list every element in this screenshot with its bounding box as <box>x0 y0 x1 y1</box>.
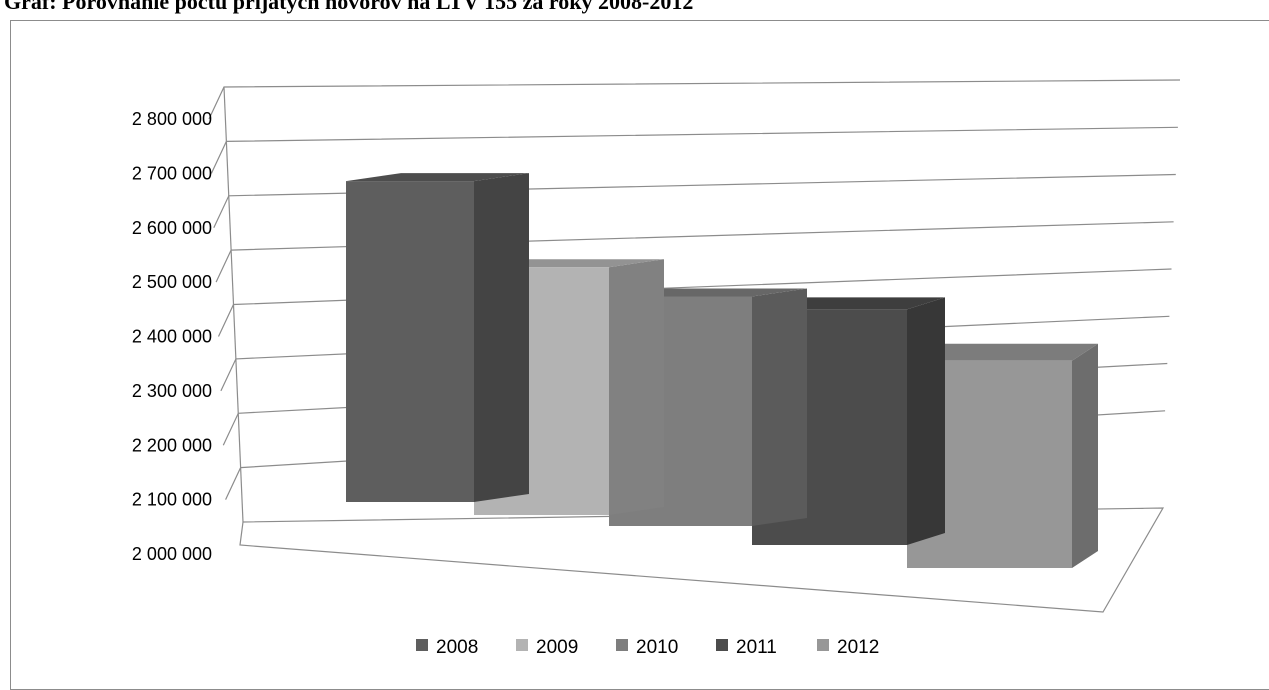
bar-side-2011 <box>907 297 945 545</box>
y-tick-label: 2 500 000 <box>132 272 212 292</box>
legend-label-2010: 2010 <box>636 637 678 658</box>
y-tick-label: 2 100 000 <box>132 490 212 510</box>
y-tick-label: 2 000 000 <box>132 544 212 564</box>
gridline <box>215 221 1174 283</box>
legend-swatch-2009 <box>516 639 528 651</box>
legend-label-2008: 2008 <box>436 637 478 658</box>
legend-label-2011: 2011 <box>736 637 777 658</box>
bar-side-2008 <box>474 173 529 502</box>
bar-2008 <box>346 181 474 502</box>
bar-side-2009 <box>609 259 664 515</box>
legend-swatch-2008 <box>416 639 428 651</box>
legend-label-2012: 2012 <box>837 637 879 658</box>
gridline <box>210 126 1178 174</box>
y-tick-label: 2 600 000 <box>132 218 212 238</box>
gridline <box>208 79 1181 120</box>
y-tick-label: 2 300 000 <box>132 381 212 401</box>
legend-swatch-2011 <box>716 639 728 651</box>
page-title: Graf: Porovnanie počtu prijatých hovorov… <box>4 0 694 14</box>
y-tick-label: 2 700 000 <box>132 163 212 183</box>
y-tick-label: 2 800 000 <box>132 109 212 129</box>
bar-top-2012 <box>907 343 1098 361</box>
y-tick-label: 2 200 000 <box>132 435 212 455</box>
legend-label-2009: 2009 <box>536 637 578 658</box>
gridline <box>213 173 1176 229</box>
legend-swatch-2010 <box>616 639 628 651</box>
y-tick-label: 2 400 000 <box>132 327 212 347</box>
bar-top-2008 <box>346 173 529 182</box>
bar-side-2012 <box>1072 343 1098 568</box>
gridline <box>217 268 1172 337</box>
bar-side-2010 <box>752 288 807 526</box>
legend-swatch-2012 <box>817 639 829 651</box>
